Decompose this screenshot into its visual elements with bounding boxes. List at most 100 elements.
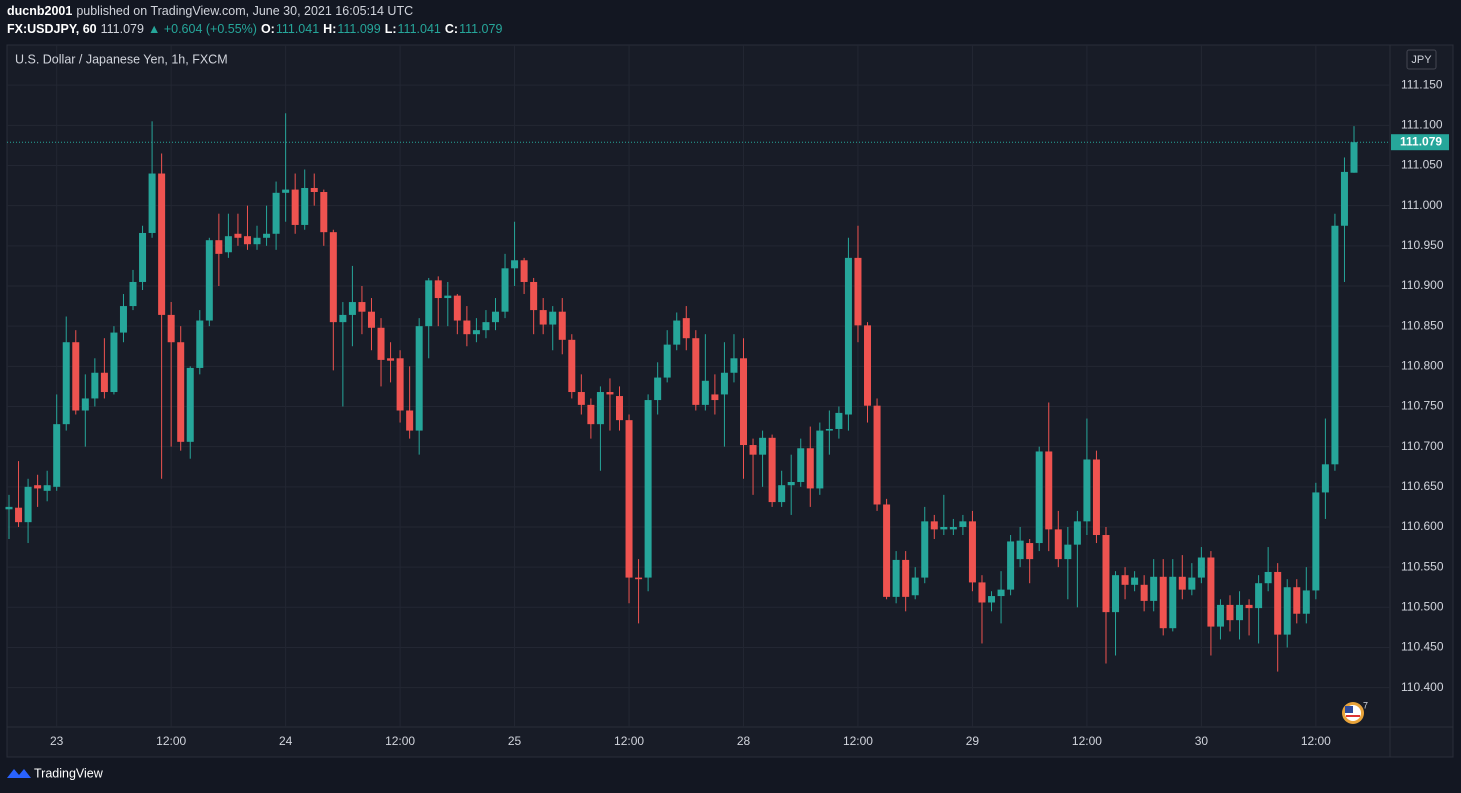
x-tick-label: 12:00 xyxy=(385,734,415,748)
candle-body xyxy=(558,311,566,340)
candle-body xyxy=(215,240,223,254)
candle-body xyxy=(1226,604,1234,621)
candle-body xyxy=(148,173,156,233)
ohlc-value: 111.041 xyxy=(397,22,441,36)
candle-body xyxy=(825,428,833,431)
candle-body xyxy=(921,521,929,578)
footer-brand: TradingView xyxy=(34,766,104,780)
change: ▲ +0.604 (+0.55%) xyxy=(147,22,257,36)
candle-body xyxy=(1102,535,1110,613)
ohlc-value: 111.041 xyxy=(275,22,320,36)
candle-body xyxy=(1340,171,1348,226)
candle-body xyxy=(186,367,194,442)
candle-body xyxy=(472,330,480,335)
candle-body xyxy=(1312,492,1320,591)
chart-title: U.S. Dollar / Japanese Yen, 1h, FXCM xyxy=(15,52,228,66)
candle-body xyxy=(1178,576,1186,590)
candle-body xyxy=(396,358,404,411)
candle-body xyxy=(1131,577,1139,585)
candle-body xyxy=(1264,571,1272,584)
ohlc-label: O: xyxy=(260,22,275,36)
candle-body xyxy=(797,448,805,482)
candle-body xyxy=(778,485,786,503)
author[interactable]: ducnb2001 xyxy=(7,4,73,18)
candle-body xyxy=(1274,571,1282,635)
candle-body xyxy=(806,448,814,489)
candle-body xyxy=(15,507,23,523)
candle-body xyxy=(1293,587,1301,614)
candle-body xyxy=(520,260,528,282)
candle-body xyxy=(1045,451,1053,530)
currency-label: JPY xyxy=(1411,54,1432,66)
events-badge[interactable]: 7 xyxy=(1342,700,1368,724)
x-tick-label: 25 xyxy=(508,734,522,748)
x-tick-label: 30 xyxy=(1195,734,1209,748)
candle-body xyxy=(587,404,595,425)
candle-body xyxy=(1207,557,1215,627)
candle-body xyxy=(1159,576,1167,629)
candle-body xyxy=(549,311,557,325)
candle-body xyxy=(864,325,872,406)
candle-body xyxy=(167,314,175,343)
candle-body xyxy=(1016,540,1024,560)
ohlc-value: 111.079 xyxy=(459,22,503,36)
candle-body xyxy=(348,302,356,315)
candle-body xyxy=(692,338,700,405)
candle-body xyxy=(625,420,633,578)
chart-pane xyxy=(6,44,1454,758)
y-tick-label: 110.950 xyxy=(1401,238,1444,252)
candle-body xyxy=(606,392,614,395)
candle-body xyxy=(253,237,261,245)
candle-body xyxy=(902,559,910,597)
y-tick-label: 110.400 xyxy=(1401,680,1444,694)
candle-body xyxy=(988,596,996,603)
candle-body xyxy=(434,280,442,299)
y-tick-label: 110.650 xyxy=(1401,479,1444,493)
ohlc: O:111.041 H:111.099 L:111.041 C:111.079 xyxy=(261,22,506,36)
y-tick-label: 110.850 xyxy=(1401,318,1444,332)
candle-body xyxy=(530,281,538,311)
candles xyxy=(5,113,1358,672)
candle-body xyxy=(72,342,80,411)
ohlc-label: L: xyxy=(384,22,397,36)
candle-body xyxy=(406,410,414,431)
candle-body xyxy=(282,189,290,193)
y-tick-label: 111.100 xyxy=(1401,118,1443,132)
candle-body xyxy=(844,257,852,415)
x-tick-label: 12:00 xyxy=(1301,734,1331,748)
candle-body xyxy=(1064,544,1072,560)
candle-body xyxy=(205,240,213,321)
symbol: FX:USDJPY, 60 xyxy=(7,22,97,36)
candle-body xyxy=(463,320,471,335)
candle-body xyxy=(358,302,366,312)
y-tick-label: 111.000 xyxy=(1401,198,1443,212)
candle-body xyxy=(835,412,843,429)
candle-body xyxy=(81,398,89,411)
candle-body xyxy=(501,268,509,312)
candle-body xyxy=(329,232,337,323)
candle-body xyxy=(158,173,166,315)
candle-body xyxy=(310,187,318,193)
candle-body xyxy=(720,372,728,395)
price: 111.079 xyxy=(100,22,144,36)
candle-body xyxy=(1283,587,1291,635)
candle-body xyxy=(673,320,681,345)
candle-body xyxy=(940,526,948,530)
candle-body xyxy=(1350,142,1358,173)
candle-body xyxy=(53,424,61,487)
y-tick-label: 111.150 xyxy=(1401,77,1443,91)
candle-body xyxy=(1245,604,1253,609)
candle-body xyxy=(635,577,643,580)
candle-body xyxy=(110,332,118,393)
ohlc-value: 111.099 xyxy=(337,22,381,36)
candle-body xyxy=(339,314,347,323)
candle-body xyxy=(711,394,719,401)
candle-body xyxy=(1321,464,1329,493)
candle-body xyxy=(701,380,709,405)
x-tick-label: 12:00 xyxy=(1072,734,1102,748)
candle-body xyxy=(1150,576,1158,601)
y-tick-label: 110.500 xyxy=(1401,599,1444,613)
candle-body xyxy=(539,310,547,325)
candle-body xyxy=(1236,604,1244,621)
